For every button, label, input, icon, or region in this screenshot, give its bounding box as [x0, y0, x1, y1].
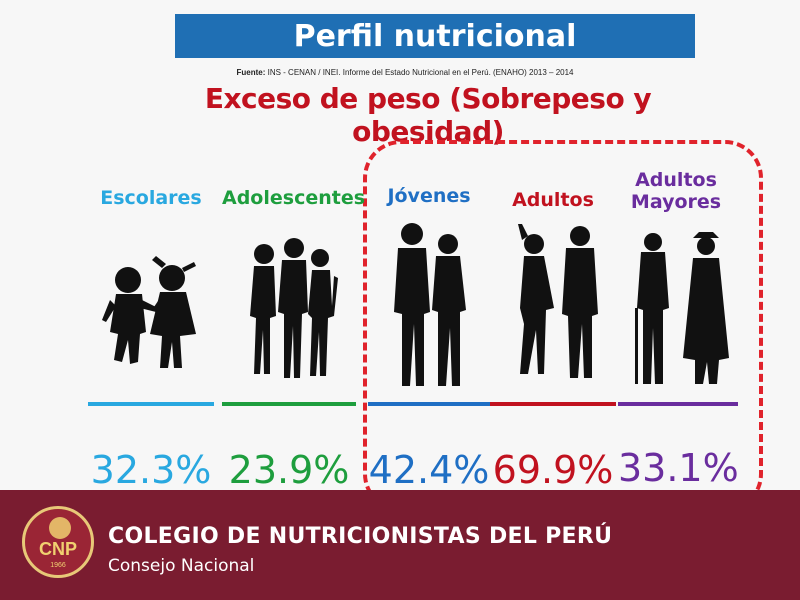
slide: Perfil nutricional Fuente: INS - CENAN /…	[0, 14, 800, 512]
group-underline	[88, 402, 214, 406]
group-percentage: 69.9%	[492, 448, 614, 492]
group-percentage: 33.1%	[618, 446, 739, 490]
organization-name: COLEGIO DE NUTRICIONISTAS DEL PERÚ	[108, 524, 613, 549]
source-note: Fuente: INS - CENAN / INEI. Informe del …	[0, 68, 800, 77]
slide-title: Perfil nutricional	[293, 18, 577, 54]
young-adults-silhouette-icon	[368, 220, 490, 390]
adults-silhouette-icon	[490, 224, 616, 384]
elderly-silhouette-icon	[618, 228, 738, 388]
logo-emblem-icon	[49, 517, 71, 539]
group-adultos-mayores: Adultos Mayores 33.1%	[618, 169, 739, 490]
logo-text: CNP	[38, 539, 77, 559]
group-percentage: 32.3%	[90, 448, 212, 492]
group-percentage: 42.4%	[368, 448, 490, 492]
organization-subtitle: Consejo Nacional	[108, 556, 255, 576]
group-label: Escolares	[100, 187, 202, 209]
group-percentage: 23.9%	[228, 448, 350, 492]
slide-subtitle: Exceso de peso (Sobrepeso y obesidad)	[204, 82, 652, 148]
group-label: Adultos Mayores	[630, 169, 722, 213]
group-adolescentes: Adolescentes 23.9%	[222, 180, 366, 492]
title-bar: Perfil nutricional	[175, 14, 695, 58]
group-underline	[222, 402, 356, 406]
group-label: Adultos	[512, 189, 594, 211]
group-underline	[368, 402, 490, 406]
group-label: Jóvenes	[387, 185, 471, 207]
group-underline	[618, 402, 738, 406]
group-adultos: Adultos 69.9%	[490, 180, 616, 492]
group-label: Adolescentes	[222, 187, 366, 209]
teens-silhouette-icon	[222, 236, 356, 386]
source-text: INS - CENAN / INEI. Informe del Estado N…	[267, 68, 574, 77]
source-label: Fuente:	[236, 68, 266, 77]
cnp-logo: CNP 1966	[22, 506, 94, 578]
group-underline	[490, 402, 616, 406]
group-escolares: Escolares 32.3%	[88, 180, 214, 492]
footer-bar: CNP 1966 COLEGIO DE NUTRICIONISTAS DEL P…	[0, 490, 800, 600]
logo-year: 1966	[50, 562, 66, 569]
children-silhouette-icon	[88, 250, 214, 380]
group-jovenes: Jóvenes 42.4%	[368, 180, 490, 492]
